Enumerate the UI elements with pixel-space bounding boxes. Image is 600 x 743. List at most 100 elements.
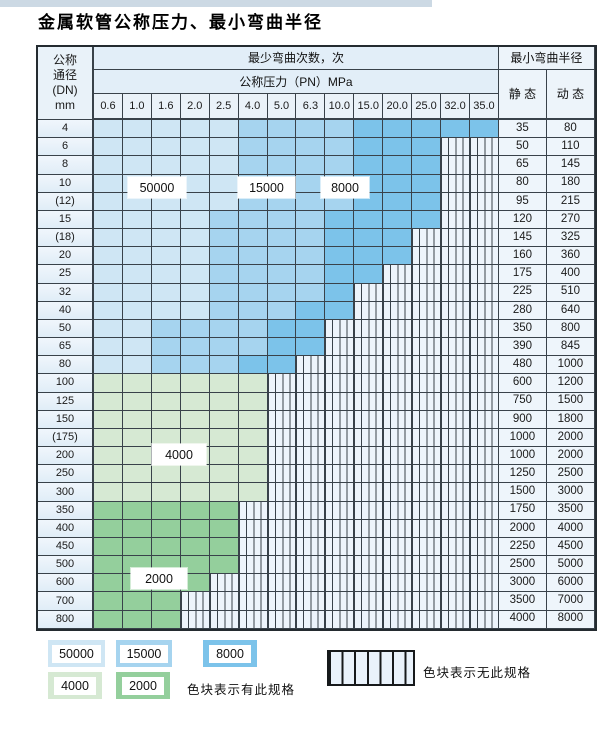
- legend-swatch-label: 50000: [52, 644, 101, 663]
- spec-available-cell: [180, 519, 210, 538]
- dn-corner-line: 公称: [52, 53, 77, 67]
- spec-available-cell: [209, 319, 239, 339]
- spec-unavailable-cell: [296, 465, 326, 484]
- spec-unavailable-cell: [354, 410, 384, 429]
- dynamic-radius-value: 180: [546, 174, 595, 193]
- dn-row-label: 200: [38, 447, 94, 466]
- dn-row-label: 500: [38, 556, 94, 575]
- spec-available-cell: [94, 174, 123, 193]
- spec-unavailable-cell: [441, 138, 470, 157]
- spec-available-cell: [94, 301, 123, 320]
- spec-available-cell: [209, 356, 239, 375]
- spec-unavailable-cell: [296, 428, 326, 448]
- static-radius-value: 65: [497, 156, 547, 175]
- spec-available-cell: [209, 192, 239, 211]
- spec-unavailable-cell: [412, 610, 442, 629]
- spec-unavailable-cell: [469, 319, 499, 339]
- spec-available-cell: [151, 374, 181, 393]
- spec-unavailable-cell: [267, 374, 297, 393]
- spec-available-cell: [209, 247, 239, 266]
- spec-unavailable-cell: [383, 410, 413, 429]
- spec-unavailable-cell: [441, 428, 470, 448]
- dynamic-radius-value: 1000: [546, 356, 595, 375]
- spec-unavailable-cell: [296, 501, 326, 520]
- static-radius-value: 225: [497, 283, 547, 302]
- spec-unavailable-cell: [354, 447, 384, 466]
- spec-available-cell: [238, 301, 268, 320]
- dn-row-label: 400: [38, 519, 94, 538]
- static-radius-value: 1250: [497, 465, 547, 484]
- spec-available-cell: [296, 265, 326, 284]
- spec-unavailable-cell: [354, 374, 384, 393]
- dn-row-label: 250: [38, 465, 94, 484]
- bend-cycles-header: 最少弯曲次数，次: [94, 47, 499, 70]
- spec-unavailable-cell: [412, 519, 442, 538]
- spec-unavailable-cell: [267, 447, 297, 466]
- spec-unavailable-cell: [469, 283, 499, 302]
- spec-unavailable-cell: [354, 610, 384, 629]
- spec-unavailable-cell: [238, 574, 268, 593]
- spec-unavailable-cell: [441, 265, 470, 284]
- spec-unavailable-cell: [469, 447, 499, 466]
- spec-available-cell: [209, 283, 239, 302]
- spec-unavailable-cell: [238, 501, 268, 520]
- spec-available-cell: [122, 356, 152, 375]
- spec-available-cell: [354, 138, 384, 157]
- spec-unavailable-cell: [267, 592, 297, 611]
- spec-unavailable-cell: [469, 610, 499, 629]
- spec-unavailable-cell: [412, 428, 442, 448]
- spec-available-cell: [151, 519, 181, 538]
- pressure-tick: 2.5: [209, 94, 239, 120]
- dn-row-label: 150: [38, 410, 94, 429]
- dn-row-label: 300: [38, 483, 94, 502]
- spec-available-cell: [94, 247, 123, 266]
- spec-available-cell: [94, 374, 123, 393]
- pressure-tick: 1.0: [122, 94, 152, 120]
- spec-available-cell: [180, 356, 210, 375]
- spec-available-cell: [151, 120, 181, 139]
- spec-available-cell: [151, 610, 181, 629]
- legend-swatch-50000: 50000: [48, 640, 105, 667]
- dn-row-label: 800: [38, 610, 94, 629]
- spec-available-cell: [180, 229, 210, 248]
- spec-unavailable-cell: [238, 592, 268, 611]
- dynamic-radius-value: 5000: [546, 556, 595, 575]
- spec-unavailable-cell: [354, 501, 384, 520]
- spec-available-cell: [151, 247, 181, 266]
- spec-available-cell: [209, 465, 239, 484]
- dn-row-label: 350: [38, 501, 94, 520]
- spec-unavailable-cell: [441, 283, 470, 302]
- spec-available-cell: [238, 392, 268, 411]
- dynamic-radius-value: 215: [546, 192, 595, 211]
- spec-available-cell: [94, 120, 123, 139]
- page-title: 金属软管公称压力、最小弯曲半径: [38, 13, 323, 33]
- dynamic-radius-value: 2000: [546, 428, 595, 448]
- spec-available-cell: [94, 556, 123, 575]
- spec-unavailable-cell: [441, 465, 470, 484]
- dn-row-label: 20: [38, 247, 94, 266]
- spec-unavailable-cell: [412, 465, 442, 484]
- dynamic-radius-value: 2500: [546, 465, 595, 484]
- spec-available-cell: [209, 120, 239, 139]
- pressure-tick: 25.0: [412, 94, 442, 120]
- spec-unavailable-cell: [441, 447, 470, 466]
- spec-unavailable-cell: [383, 301, 413, 320]
- spec-available-cell: [180, 465, 210, 484]
- spec-available-cell: [151, 392, 181, 411]
- dn-row-label: 80: [38, 356, 94, 375]
- spec-unavailable-cell: [441, 229, 470, 248]
- spec-unavailable-cell: [383, 374, 413, 393]
- spec-available-cell: [238, 483, 268, 502]
- dn-row-label: 125: [38, 392, 94, 411]
- spec-available-cell: [238, 428, 268, 448]
- spec-available-cell: [296, 319, 326, 339]
- spec-unavailable-cell: [469, 537, 499, 557]
- spec-available-cell: [151, 138, 181, 157]
- static-radius-value: 35: [497, 120, 547, 139]
- pressure-tick: 32.0: [441, 94, 470, 120]
- spec-available-cell: [180, 265, 210, 284]
- dynamic-radius-value: 3500: [546, 501, 595, 520]
- spec-table: 公称 通径 (DN) mm 最少弯曲次数，次 最小弯曲半径 公称压力（PN）MP…: [36, 45, 597, 631]
- spec-available-cell: [325, 138, 355, 157]
- spec-available-cell: [122, 265, 152, 284]
